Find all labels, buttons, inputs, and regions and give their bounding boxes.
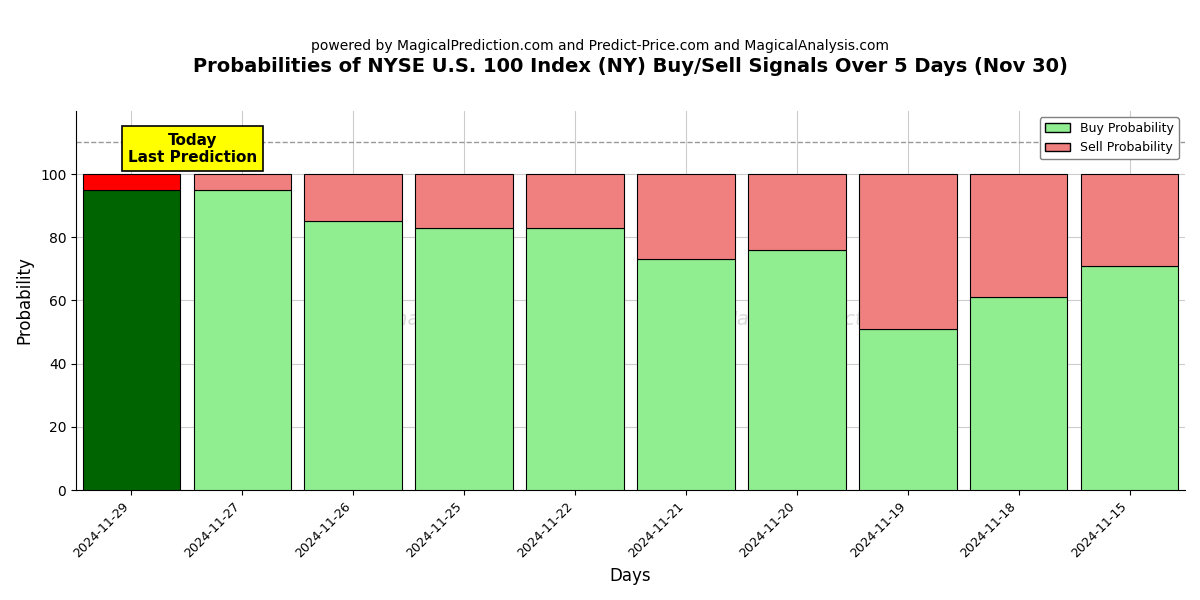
Bar [970, 174, 1068, 298]
Title: Probabilities of NYSE U.S. 100 Index (NY) Buy/Sell Signals Over 5 Days (Nov 30): Probabilities of NYSE U.S. 100 Index (NY… [193, 57, 1068, 76]
Bar [637, 174, 734, 259]
Bar [305, 174, 402, 221]
Text: Today
Last Prediction: Today Last Prediction [128, 133, 257, 165]
Bar [527, 228, 624, 490]
Text: MagicalAnalysis.com: MagicalAnalysis.com [307, 310, 510, 329]
Bar [193, 190, 292, 490]
X-axis label: Days: Days [610, 567, 652, 585]
Bar [1081, 266, 1178, 490]
Bar [748, 250, 846, 490]
Bar [637, 259, 734, 490]
Bar [527, 174, 624, 228]
Bar [83, 190, 180, 490]
Y-axis label: Probability: Probability [14, 257, 32, 344]
Bar [1081, 174, 1178, 266]
Bar [859, 174, 956, 329]
Text: MagicalPrediction.com: MagicalPrediction.com [720, 310, 940, 329]
Bar [970, 298, 1068, 490]
Bar [305, 221, 402, 490]
Bar [859, 329, 956, 490]
Bar [415, 174, 512, 228]
Bar [83, 174, 180, 190]
Bar [415, 228, 512, 490]
Bar [748, 174, 846, 250]
Legend: Buy Probability, Sell Probability: Buy Probability, Sell Probability [1040, 117, 1178, 160]
Bar [193, 174, 292, 190]
Text: powered by MagicalPrediction.com and Predict-Price.com and MagicalAnalysis.com: powered by MagicalPrediction.com and Pre… [311, 39, 889, 53]
